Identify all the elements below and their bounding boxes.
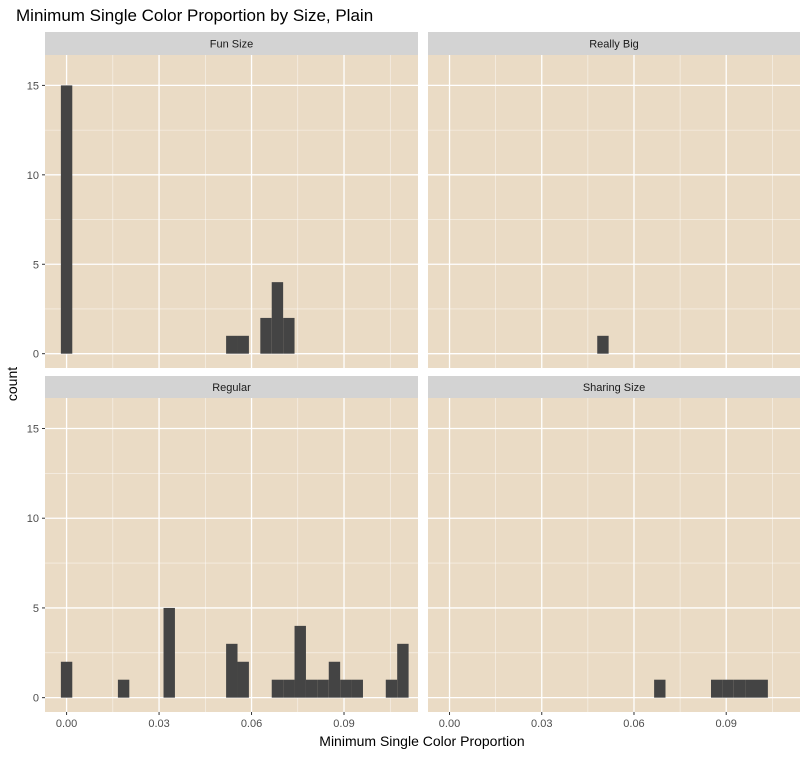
facet-panels: Fun Size 0 5 10 15 Really Big Regular 0 5 10 15 0.0… [27,32,800,730]
facet-strip-label: Fun Size [210,39,253,51]
facet-fun-size: Fun Size 0 5 10 15 [27,32,418,368]
facet-sharing-size: Sharing Size 0.00 0.03 0.06 0.09 [428,376,800,730]
histogram-bar [271,282,284,354]
x-tick-label: 0.03 [531,718,552,730]
histogram-bar [351,679,363,698]
histogram-bar [340,679,352,698]
histogram-bar [283,317,295,354]
y-tick-label: 10 [27,513,39,525]
x-tick-label: 0.09 [716,718,737,730]
x-tick-label: 0.03 [148,718,169,730]
histogram-bar [397,643,409,698]
facet-strip [45,376,418,398]
facet-strip-label: Regular [212,382,251,394]
facet-strip [428,376,800,398]
histogram-bar [654,679,666,698]
histogram-bar [117,679,130,698]
panel-background [428,55,800,368]
facet-strip-label: Really Big [589,39,639,51]
histogram-bar [756,679,768,698]
histogram-bar [745,679,757,698]
histogram-bar [260,317,272,354]
histogram-bar [60,661,73,698]
chart-title: Minimum Single Color Proportion by Size,… [16,6,373,25]
y-tick-label: 15 [27,80,39,92]
histogram-bar [305,679,318,698]
histogram-bar [733,679,746,698]
facet-regular: Regular 0 5 10 15 0.00 0.03 0.06 0.09 [27,376,418,730]
histogram-bar [237,335,249,354]
panel-background [45,55,418,368]
y-tick-label: 0 [33,693,39,705]
histogram-bar [163,607,175,698]
histogram-bar [385,679,398,698]
facet-really-big: Really Big [428,32,800,368]
facet-strip-label: Sharing Size [583,382,645,394]
histogram-bar [283,679,295,698]
y-tick-label: 5 [33,259,39,271]
x-tick-label: 0.06 [623,718,644,730]
histogram-bar [722,679,734,698]
x-tick-label: 0.09 [333,718,354,730]
x-tick-label: 0.06 [241,718,262,730]
histogram-bar [226,335,238,354]
histogram-bar [597,335,609,354]
histogram-bar [317,679,329,698]
y-tick-label: 15 [27,424,39,436]
y-tick-label: 0 [33,349,39,361]
y-tick-label: 5 [33,603,39,615]
histogram-bar [60,85,73,354]
histogram-bar [710,679,723,698]
facet-strip [45,32,418,55]
facet-strip [428,32,800,55]
histogram-bar [294,625,306,698]
histogram-bar [271,679,284,698]
x-tick-label: 0.00 [439,718,460,730]
x-tick-label: 0.00 [56,718,77,730]
x-axis-label: Minimum Single Color Proportion [319,733,524,749]
panel-background [428,398,800,712]
y-axis-label: count [4,367,20,401]
y-tick-label: 10 [27,170,39,182]
histogram-bar [226,643,238,698]
histogram-bar [237,661,249,698]
histogram-bar [328,661,341,698]
